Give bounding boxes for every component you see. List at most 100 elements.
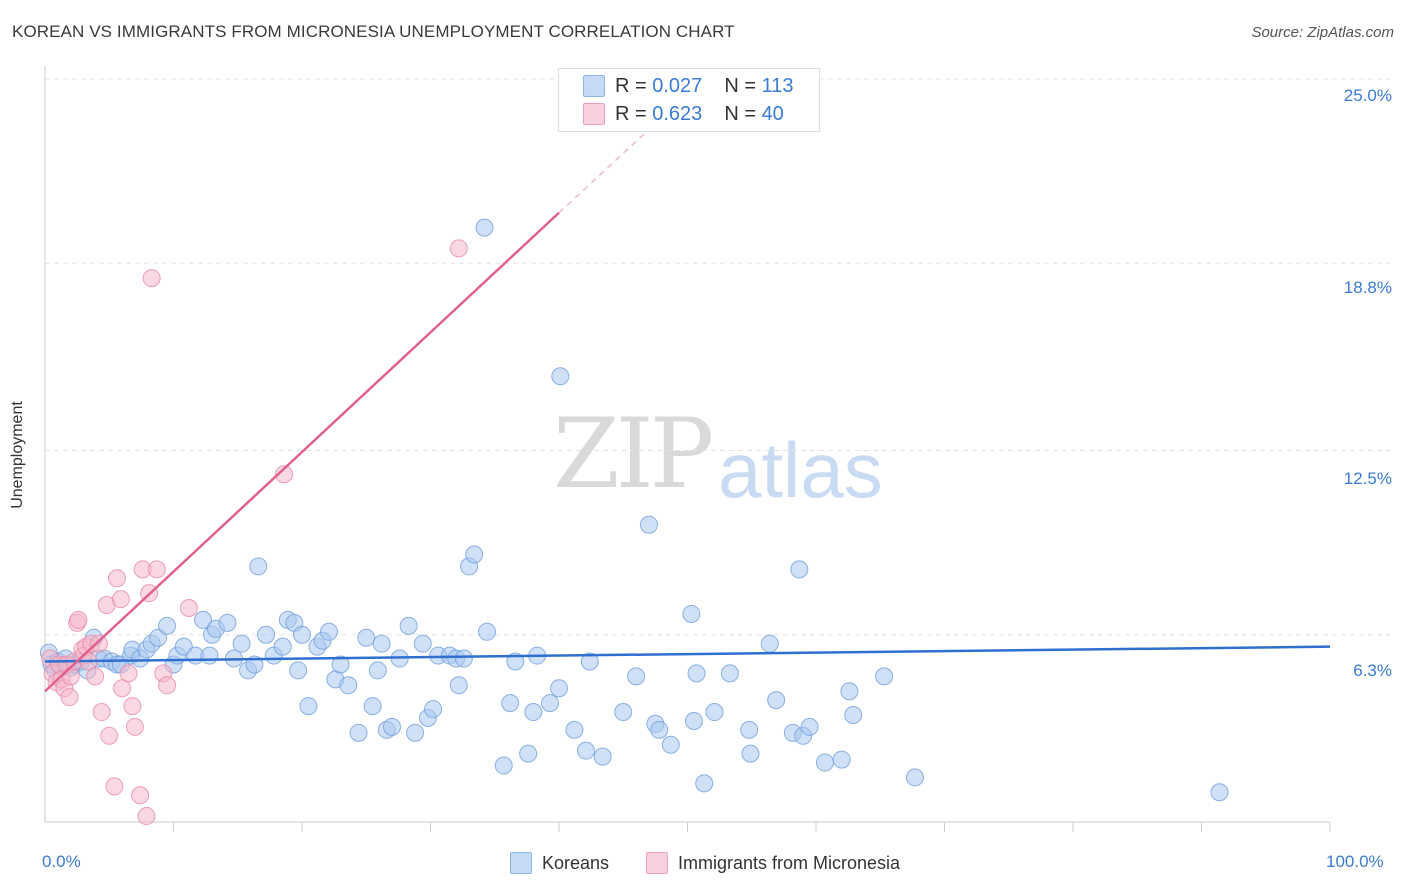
korean-point xyxy=(478,622,497,641)
korean-point xyxy=(158,616,177,635)
x-tick-label-max: 100.0% xyxy=(1326,852,1384,871)
korean-point xyxy=(232,634,251,653)
korean-point xyxy=(349,723,368,742)
micronesia-point xyxy=(92,703,111,722)
korean-point xyxy=(194,610,213,629)
legend-r-label: R = xyxy=(615,74,653,97)
korean-point xyxy=(465,545,484,564)
bottom-legend-koreans: Koreans xyxy=(510,852,609,874)
micronesia-point xyxy=(86,667,105,686)
korean-point xyxy=(760,634,779,653)
micronesia-point xyxy=(131,786,150,805)
korean-point xyxy=(382,717,401,736)
korean-point xyxy=(705,703,724,722)
watermark-atlas: atlas xyxy=(718,426,883,514)
micronesia-point xyxy=(69,610,88,629)
korean-point xyxy=(299,697,318,716)
korean-point xyxy=(627,667,646,686)
legend-swatch-blue xyxy=(510,852,532,874)
micronesia-point xyxy=(275,465,294,484)
korean-point xyxy=(368,661,387,680)
micronesia-trend-line xyxy=(44,211,560,693)
korean-point xyxy=(339,676,358,695)
korean-point xyxy=(200,646,219,665)
korean-point xyxy=(357,628,376,647)
korean-point xyxy=(875,667,894,686)
korean-point xyxy=(720,664,739,683)
korean-point xyxy=(424,700,443,719)
korean-point xyxy=(580,652,599,671)
micronesia-point xyxy=(179,599,198,618)
micronesia-point xyxy=(107,569,126,588)
korean-point xyxy=(319,622,338,641)
korean-point xyxy=(1210,783,1229,802)
korean-point xyxy=(815,753,834,772)
micronesia-point xyxy=(137,807,156,826)
korean-point xyxy=(372,634,391,653)
korean-point xyxy=(687,664,706,683)
legend-r-label: R = xyxy=(615,102,653,125)
micronesia-point xyxy=(60,688,79,707)
korean-point xyxy=(661,735,680,754)
korean-trend-line xyxy=(44,645,1331,663)
korean-point xyxy=(273,637,292,656)
legend-r-value: 0.027 xyxy=(652,74,703,97)
legend-r-value: 0.623 xyxy=(652,102,703,125)
korean-point xyxy=(740,720,759,739)
korean-point xyxy=(550,679,568,698)
korean-point xyxy=(494,756,513,775)
micronesia-point xyxy=(142,269,161,288)
micronesia-point xyxy=(105,777,124,796)
y-tick-label: 18.8% xyxy=(1343,278,1392,297)
korean-point xyxy=(800,717,819,736)
legend-swatch-pink xyxy=(583,103,605,125)
korean-point xyxy=(650,720,669,739)
micronesia-point xyxy=(89,634,108,653)
micronesia-point xyxy=(100,726,119,745)
micronesia-point xyxy=(111,590,130,609)
korean-point xyxy=(363,697,382,716)
korean-point xyxy=(905,768,924,787)
korean-point xyxy=(249,557,268,576)
korean-point xyxy=(695,774,714,793)
micronesia-point xyxy=(147,560,166,579)
korean-point xyxy=(475,218,494,237)
micronesia-point xyxy=(125,717,144,736)
korean-point xyxy=(614,703,633,722)
korean-point xyxy=(541,694,560,713)
korean-point xyxy=(449,676,468,695)
korean-point xyxy=(832,750,851,769)
korean-point xyxy=(454,649,473,668)
korean-point xyxy=(501,694,520,713)
y-axis-label: Unemployment xyxy=(9,401,26,509)
legend-swatch-pink xyxy=(646,852,668,874)
korean-point xyxy=(413,634,432,653)
micronesia-point xyxy=(449,239,468,258)
micronesia-point xyxy=(113,679,132,698)
legend-n-label: N = xyxy=(724,74,762,97)
legend-n-value: 40 xyxy=(761,102,784,125)
korean-point xyxy=(576,741,595,760)
korean-point xyxy=(524,703,543,722)
korean-point xyxy=(682,604,701,623)
source-credit: Source: ZipAtlas.com xyxy=(1251,24,1394,41)
legend-swatch-blue xyxy=(583,75,605,97)
micronesia-point xyxy=(119,664,138,683)
y-tick-label: 6.3% xyxy=(1353,661,1392,680)
y-tick-label: 12.5% xyxy=(1343,469,1392,488)
korean-point xyxy=(257,625,276,644)
korean-point xyxy=(684,711,703,730)
korean-point xyxy=(289,661,308,680)
x-tick-label-min: 0.0% xyxy=(42,852,81,871)
korean-point xyxy=(767,691,786,710)
micronesia-point xyxy=(123,697,142,716)
micronesia-trend-extension xyxy=(558,123,656,214)
korean-point xyxy=(218,613,237,632)
legend-n-value: 113 xyxy=(761,74,794,97)
bottom-legend-micronesia: Immigrants from Micronesia xyxy=(646,852,900,874)
y-tick-label: 25.0% xyxy=(1343,86,1392,105)
legend-label-micronesia: Immigrants from Micronesia xyxy=(678,852,901,873)
watermark-zip: ZIP xyxy=(553,398,714,510)
korean-point xyxy=(331,655,350,674)
